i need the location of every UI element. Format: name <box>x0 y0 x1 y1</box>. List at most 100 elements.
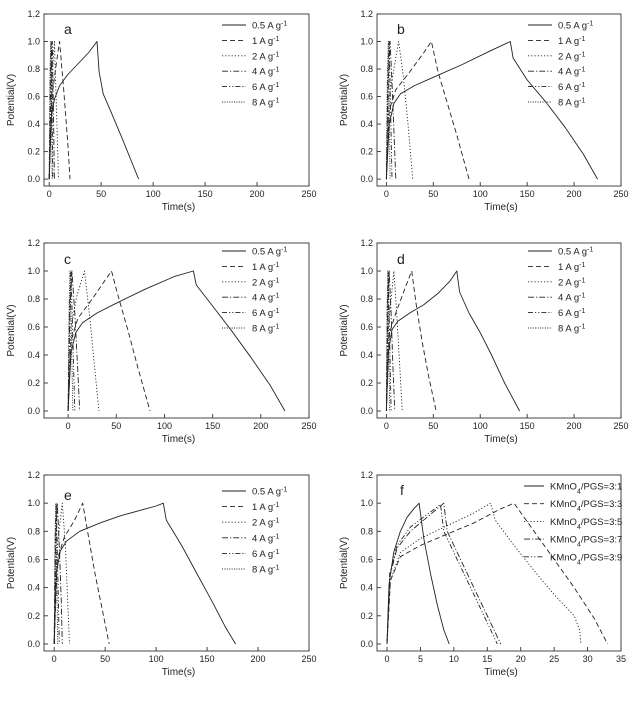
series-line <box>385 41 393 180</box>
x-axis-label: Time(s) <box>484 434 518 445</box>
x-tick-label: 100 <box>146 189 161 199</box>
series-line <box>386 502 450 645</box>
x-tick-label: 30 <box>583 654 593 664</box>
x-tick-label: 25 <box>549 654 559 664</box>
series-line <box>386 502 608 645</box>
x-tick-label: 100 <box>157 421 172 431</box>
series-line <box>385 270 403 412</box>
legend-label: 8 A g-1 <box>558 323 585 335</box>
y-tick-label: 0.2 <box>360 147 373 157</box>
y-tick-label: 0.4 <box>360 583 373 593</box>
y-tick-label: 0.8 <box>27 64 40 74</box>
legend-label: 8 A g-1 <box>252 323 279 335</box>
y-tick-label: 0.8 <box>360 64 373 74</box>
panel-label: c <box>64 251 71 267</box>
x-tick-label: 0 <box>66 421 71 431</box>
y-tick-label: 0.4 <box>27 583 40 593</box>
plot-frame <box>43 13 310 187</box>
x-tick-label: 50 <box>428 421 438 431</box>
plot-frame <box>376 474 622 652</box>
y-tick-label: 0.0 <box>360 406 373 416</box>
legend-label: 4 A g-1 <box>252 533 279 545</box>
legend-label: 2 A g-1 <box>252 277 279 289</box>
y-tick-label: 0.8 <box>360 294 373 304</box>
series-line <box>53 502 110 645</box>
y-tick-label: 0.6 <box>360 92 373 102</box>
x-tick-label: 100 <box>149 654 164 664</box>
legend-label: 8 A g-1 <box>558 97 585 109</box>
x-tick-label: 0 <box>47 189 52 199</box>
series-line <box>48 41 54 180</box>
legend-label: 8 A g-1 <box>252 564 279 576</box>
series-line <box>385 270 396 412</box>
y-axis-label: Potential(V) <box>6 537 17 589</box>
series-line <box>48 41 140 180</box>
panel-label: e <box>64 487 72 503</box>
y-tick-label: 1.2 <box>27 9 40 19</box>
x-axis-label: Time(s) <box>484 202 518 213</box>
x-axis-label: Time(s) <box>484 667 518 678</box>
x-tick-label: 200 <box>567 189 582 199</box>
legend-label: 6 A g-1 <box>252 548 279 560</box>
x-tick-label: 150 <box>205 421 220 431</box>
legend-label: 4 A g-1 <box>252 66 279 78</box>
y-tick-label: 0.6 <box>360 554 373 564</box>
y-tick-label: 1.0 <box>27 498 40 508</box>
series-line <box>385 41 470 180</box>
y-tick-label: 0.4 <box>360 119 373 129</box>
series-line <box>385 41 414 180</box>
y-tick-label: 1.0 <box>360 498 373 508</box>
y-tick-label: 0.8 <box>360 526 373 536</box>
legend-label: 1 A g-1 <box>252 261 279 273</box>
x-axis-label: Time(s) <box>162 202 196 213</box>
legend-label: 6 A g-1 <box>558 82 585 94</box>
x-tick-label: 150 <box>198 189 213 199</box>
series-line <box>53 502 70 645</box>
plot-frame <box>376 13 622 187</box>
y-tick-label: 0.4 <box>27 119 40 129</box>
legend-label: 6 A g-1 <box>252 82 279 94</box>
series-line <box>53 502 63 645</box>
y-tick-label: 0.4 <box>360 350 373 360</box>
panel-f: 0 5 10 15 20 25 30 35 0.0 0.2 0.4 0.6 0.8 1.0 1.2 Time(… <box>339 470 626 678</box>
y-tick-label: 1.0 <box>360 266 373 276</box>
series-line <box>385 270 520 412</box>
x-tick-label: 250 <box>613 421 628 431</box>
y-tick-label: 1.2 <box>27 470 40 480</box>
x-tick-label: 35 <box>616 654 626 664</box>
series-line <box>67 270 286 412</box>
legend-label: KMnO4/PGS=3:7 <box>550 535 622 549</box>
panel-label: b <box>397 21 405 37</box>
y-tick-label: 0.2 <box>27 147 40 157</box>
x-tick-label: 100 <box>473 189 488 199</box>
x-tick-label: 0 <box>384 421 389 431</box>
x-tick-label: 50 <box>100 654 110 664</box>
y-tick-label: 1.0 <box>27 266 40 276</box>
panel-label: f <box>400 482 404 498</box>
x-tick-label: 250 <box>301 189 316 199</box>
legend-label: 4 A g-1 <box>252 292 279 304</box>
y-tick-label: 0.2 <box>27 378 40 388</box>
x-tick-label: 50 <box>428 189 438 199</box>
series-line <box>48 41 53 180</box>
y-axis-label: Potential(V) <box>339 537 350 589</box>
y-tick-label: 1.0 <box>27 37 40 47</box>
legend-label: 0.5 A g-1 <box>252 20 287 32</box>
legend-label: 1 A g-1 <box>558 261 585 273</box>
legend-label: KMnO4/PGS=3:9 <box>550 552 622 566</box>
series-line <box>48 41 59 180</box>
legend-label: 6 A g-1 <box>252 308 279 320</box>
y-tick-label: 0.8 <box>27 526 40 536</box>
series-line <box>386 504 498 645</box>
x-axis-label: Time(s) <box>162 434 196 445</box>
series-line <box>385 41 598 180</box>
x-tick-label: 250 <box>301 421 316 431</box>
legend-label: 6 A g-1 <box>558 308 585 320</box>
series-line <box>385 270 391 412</box>
x-tick-label: 0 <box>385 654 390 664</box>
legend-label: 1 A g-1 <box>252 502 279 513</box>
legend-label: 2 A g-1 <box>558 277 585 289</box>
legend-label: 4 A g-1 <box>558 292 585 304</box>
series-line <box>53 502 59 645</box>
y-tick-label: 0.4 <box>27 350 40 360</box>
